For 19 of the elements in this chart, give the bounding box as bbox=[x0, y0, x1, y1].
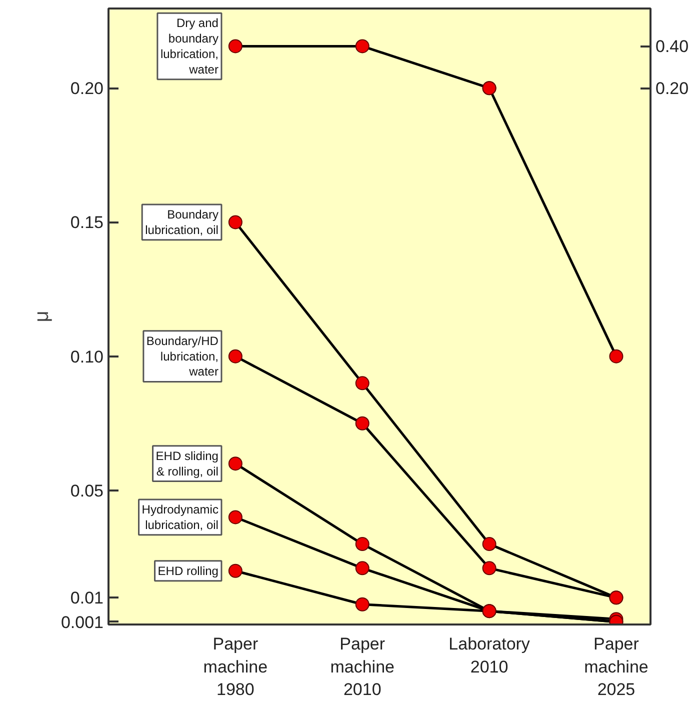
x-tick-label: Paper machine 1980 bbox=[203, 634, 268, 700]
y-tick-label: 0.10 bbox=[70, 347, 104, 366]
y2-tick-label: 0.20 bbox=[656, 79, 689, 98]
series-label: EHD rolling bbox=[158, 564, 218, 578]
y-tick-label: 0.001 bbox=[60, 612, 104, 632]
y-tick-label: 0.05 bbox=[70, 481, 104, 500]
series-label: EHD sliding & rolling, oil bbox=[156, 448, 218, 478]
y-tick-label: 0.15 bbox=[70, 213, 104, 232]
y-axis-title: μ bbox=[30, 310, 53, 322]
series-label: Hydrodynamic lubrication, oil bbox=[142, 502, 218, 532]
series-label: Boundary lubrication, oil bbox=[145, 208, 218, 237]
x-tick-label: Paper machine 2010 bbox=[330, 634, 394, 700]
series-label: Dry and boundary lubrication, water bbox=[160, 16, 218, 76]
series-label: Boundary/HD lubrication, water bbox=[146, 334, 219, 379]
y2-tick-label: 0.40 bbox=[656, 37, 689, 56]
x-tick-label: Laboratory 2010 bbox=[448, 634, 530, 676]
y-tick-label: 0.01 bbox=[70, 588, 104, 608]
y-tick-label: 0.20 bbox=[70, 79, 104, 98]
x-tick-label: Paper machine 2025 bbox=[584, 634, 648, 700]
